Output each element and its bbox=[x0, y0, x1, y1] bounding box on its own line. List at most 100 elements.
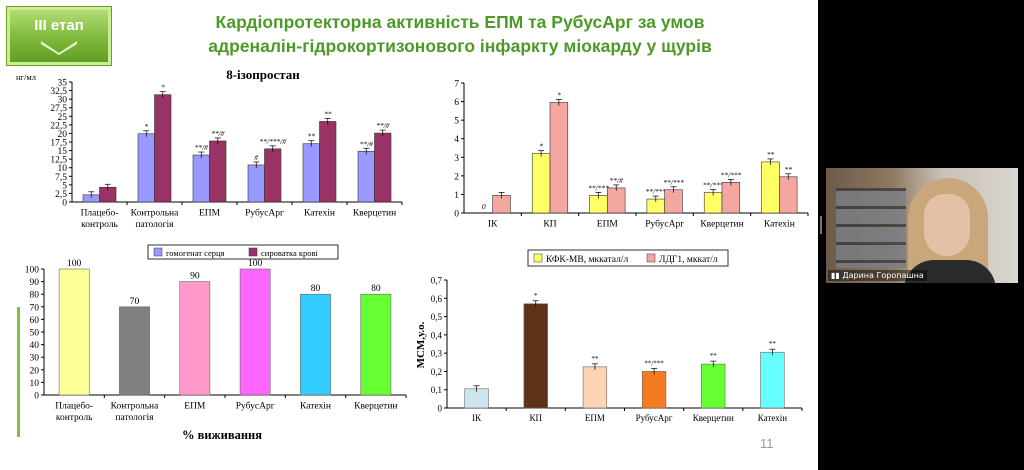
data-label: 100 bbox=[248, 259, 263, 269]
data-label: **/*** bbox=[720, 170, 741, 179]
participant-name-label: Дарина Горопашна bbox=[842, 271, 924, 280]
data-label: **/# bbox=[610, 176, 624, 185]
x-tick-label: РубусАрг bbox=[636, 413, 673, 423]
y-tick-label: 80 bbox=[30, 291, 40, 301]
y-tick-label: 12,5 bbox=[50, 156, 67, 166]
slide-title-line-2: адреналін-гідрокортизонового інфаркту мі… bbox=[208, 36, 712, 56]
bar bbox=[779, 176, 798, 214]
bar bbox=[357, 150, 375, 203]
y-axis-label: нг/мл bbox=[16, 72, 37, 82]
bar bbox=[531, 153, 551, 214]
data-label: ** bbox=[784, 165, 792, 174]
bar bbox=[119, 306, 150, 396]
enzymes-chart: 0 1 2 3 4 5 6 7 ІК КП ЕПМ РубусАрг Кверцетин Катехін 0… bbox=[454, 80, 809, 267]
mcm-chart: 0 0,1 0,2 0,3 0,4 0,5 0,6 0,7 ІК КП ЕПМ РубусАрг Кве… bbox=[415, 276, 803, 423]
participant-face bbox=[924, 194, 970, 256]
bar bbox=[264, 148, 282, 203]
x-tick-label: ЕПМ bbox=[199, 209, 221, 219]
data-label: **/***/# bbox=[259, 137, 286, 146]
y-tick-label: 0 bbox=[34, 392, 39, 402]
y-tick-label: 30 bbox=[30, 354, 40, 364]
legend-swatch bbox=[153, 247, 163, 257]
data-label: * bbox=[144, 122, 148, 131]
x-tick-label: ЕПМ bbox=[184, 402, 206, 412]
data-label: 100 bbox=[67, 259, 82, 269]
y-axis-label: МСМ,у.о. bbox=[415, 321, 427, 368]
participant-name: ▮▮ Дарина Горопашна bbox=[828, 270, 927, 281]
bar bbox=[760, 351, 785, 409]
data-label: **/# bbox=[211, 129, 225, 138]
x-tick-label: ЕПМ bbox=[597, 220, 619, 230]
bar bbox=[761, 161, 780, 214]
y-tick-label: 10 bbox=[30, 379, 40, 389]
x-tick-label: Контрольна bbox=[131, 209, 179, 219]
y-tick-label: 0,4 bbox=[431, 330, 443, 340]
y-tick-label: 32,5 bbox=[50, 87, 67, 97]
chart-title: 8-ізопростан bbox=[226, 67, 300, 82]
y-tick-label: 17,5 bbox=[50, 139, 67, 149]
x-tick-label: ЕПМ bbox=[585, 413, 605, 423]
signal-icon: ▮▮ bbox=[831, 271, 840, 280]
y-tick-label: 3 bbox=[454, 154, 459, 164]
bar bbox=[137, 133, 155, 203]
bar bbox=[192, 154, 210, 203]
y-tick-label: 7 bbox=[454, 80, 459, 90]
y-tick-label: 7,5 bbox=[55, 173, 67, 183]
chart-title: % виживання bbox=[182, 428, 262, 442]
webcam-tile[interactable]: ▮▮ Дарина Горопашна bbox=[826, 168, 1018, 283]
bar bbox=[300, 293, 331, 396]
y-tick-label: 0,7 bbox=[431, 276, 443, 286]
x-tick-label: РубусАрг bbox=[236, 401, 275, 412]
y-tick-label: 0 bbox=[454, 210, 459, 220]
y-tick-label: 60 bbox=[30, 316, 40, 326]
splitter-handle[interactable] bbox=[820, 216, 822, 234]
x-tick-label: РубусАрг bbox=[645, 219, 684, 230]
data-label: * bbox=[557, 91, 561, 100]
data-label: **/*** bbox=[588, 183, 609, 192]
y-tick-label: 4 bbox=[454, 135, 459, 145]
x-tick-label: Плацебо- bbox=[81, 208, 119, 219]
presentation-slide: ІІІ етап Кардіопротекторна активність ЕП… bbox=[0, 0, 818, 470]
data-label: ** bbox=[767, 150, 775, 159]
slide-title-line-1: Кардіопротекторна активність ЕПМ та Рубу… bbox=[215, 12, 705, 32]
page-number: 11 bbox=[760, 436, 774, 451]
y-tick-label: 2 bbox=[454, 172, 459, 182]
x-tick-label: Кверцетин bbox=[354, 402, 397, 412]
data-label: # bbox=[254, 153, 258, 162]
y-tick-label: 0,2 bbox=[431, 367, 442, 377]
y-tick-label: 1 bbox=[454, 191, 459, 201]
y-tick-label: 20 bbox=[30, 366, 40, 376]
legend-swatch bbox=[533, 253, 543, 263]
accent-bar bbox=[17, 307, 20, 437]
y-tick-label: 2,5 bbox=[55, 190, 67, 200]
y-tick-label: 5 bbox=[454, 117, 459, 127]
y-tick-label: 0 bbox=[438, 404, 443, 414]
bar bbox=[374, 132, 392, 203]
data-label: **/# bbox=[376, 121, 390, 130]
legend-label: гомогенат серця bbox=[166, 248, 225, 258]
data-label: * bbox=[161, 83, 165, 92]
x-tick-label: Катехін bbox=[758, 413, 787, 423]
bar bbox=[239, 268, 271, 396]
x-tick-label: Кверцетин bbox=[700, 220, 743, 230]
legend-label: КФК-МВ, мккатал/л bbox=[546, 255, 628, 265]
data-label: **/# bbox=[195, 143, 209, 152]
isoprostane-chart: 02,557,51012,51517,52022,52527,53032,535… bbox=[16, 67, 403, 260]
y-tick-label: 90 bbox=[30, 278, 40, 288]
x-tick-label: контроль bbox=[56, 413, 93, 423]
x-tick-label: контроль bbox=[81, 220, 118, 230]
x-tick-label: Кверцетин bbox=[693, 413, 734, 423]
legend-label: сироватка крові bbox=[261, 248, 319, 258]
data-label: **/*** bbox=[703, 181, 724, 190]
data-label: **/*** bbox=[644, 359, 664, 367]
y-tick-label: 40 bbox=[30, 341, 40, 351]
stage-badge: ІІІ етап bbox=[6, 6, 112, 66]
y-tick-label: 0,6 bbox=[431, 294, 443, 304]
data-label: 90 bbox=[190, 272, 200, 282]
data-label: * bbox=[539, 142, 543, 151]
y-tick-label: 30 bbox=[58, 96, 68, 106]
data-label: **/# bbox=[360, 139, 374, 148]
y-tick-label: 25 bbox=[58, 113, 68, 123]
x-tick-label: ІК bbox=[472, 413, 482, 423]
bar bbox=[209, 140, 227, 203]
